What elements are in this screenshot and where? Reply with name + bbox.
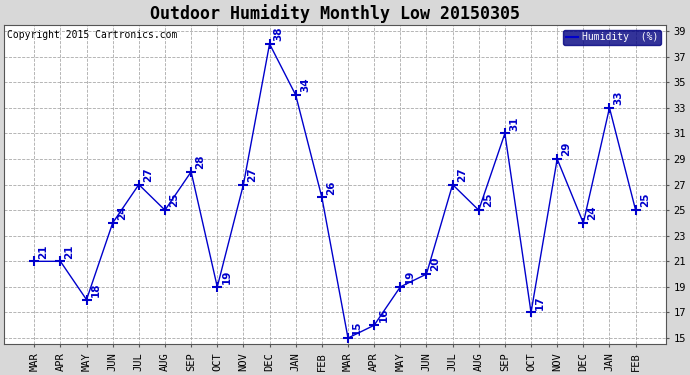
Legend: Humidity  (%): Humidity (%) xyxy=(563,30,661,45)
Text: 16: 16 xyxy=(378,308,388,322)
Text: 25: 25 xyxy=(483,193,493,207)
Text: 27: 27 xyxy=(457,167,466,182)
Text: 29: 29 xyxy=(562,142,571,156)
Text: 21: 21 xyxy=(65,244,75,258)
Text: 25: 25 xyxy=(169,193,179,207)
Text: 26: 26 xyxy=(326,180,336,195)
Title: Outdoor Humidity Monthly Low 20150305: Outdoor Humidity Monthly Low 20150305 xyxy=(150,4,520,23)
Text: 25: 25 xyxy=(640,193,650,207)
Text: 31: 31 xyxy=(509,116,519,130)
Text: 38: 38 xyxy=(274,27,284,41)
Text: 24: 24 xyxy=(117,206,127,220)
Text: 15: 15 xyxy=(352,321,362,335)
Text: 18: 18 xyxy=(90,282,101,297)
Text: 17: 17 xyxy=(535,295,545,310)
Text: Copyright 2015 Cartronics.com: Copyright 2015 Cartronics.com xyxy=(7,30,177,40)
Text: 20: 20 xyxy=(431,257,441,272)
Text: 19: 19 xyxy=(404,270,415,284)
Text: 19: 19 xyxy=(221,270,231,284)
Text: 24: 24 xyxy=(587,206,598,220)
Text: 27: 27 xyxy=(143,167,153,182)
Text: 21: 21 xyxy=(39,244,48,258)
Text: 28: 28 xyxy=(195,154,206,169)
Text: 27: 27 xyxy=(248,167,257,182)
Text: 33: 33 xyxy=(613,90,624,105)
Text: 34: 34 xyxy=(300,78,310,92)
